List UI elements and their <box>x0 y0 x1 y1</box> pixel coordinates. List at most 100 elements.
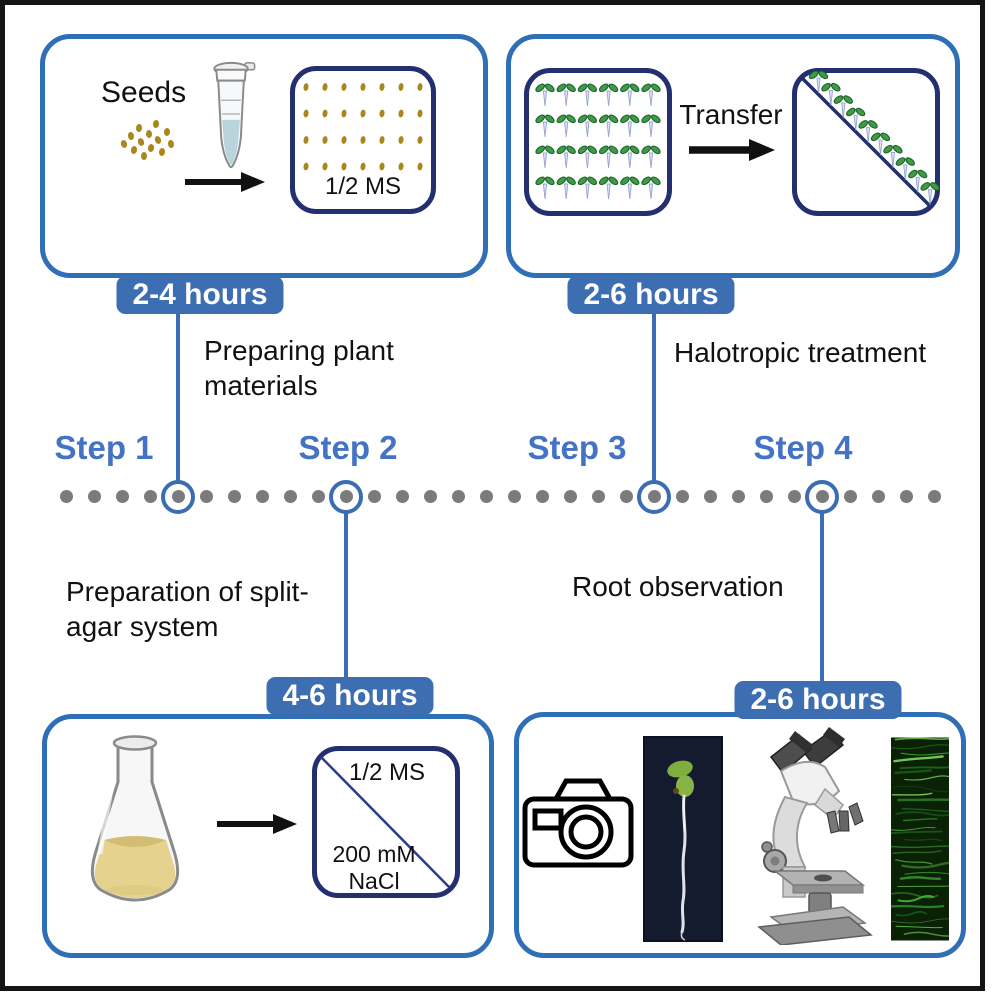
seed-dot <box>322 83 328 91</box>
seed-dot <box>303 109 309 118</box>
timeline-dot <box>60 490 73 503</box>
seedling-icon <box>576 144 599 169</box>
fluorescence-streak <box>893 785 949 793</box>
seed-dot <box>417 83 423 91</box>
seed-dot <box>145 130 153 138</box>
duration-badge-step3: 2-6 hours <box>567 276 735 314</box>
split-plate-bottom-label: 200 mM NaCl <box>319 841 429 895</box>
seedling-icon <box>555 113 578 138</box>
seed-dot <box>130 146 138 154</box>
timeline-step-marker <box>161 480 195 514</box>
seedling-icon <box>640 175 662 200</box>
fluorescence-streak <box>891 830 943 835</box>
seed-dot <box>360 83 366 91</box>
seed-dot <box>127 132 135 140</box>
fluorescence-streak <box>902 818 938 822</box>
seedling-icon <box>534 82 556 107</box>
connector-step3 <box>652 313 656 481</box>
connector-step1 <box>176 313 180 481</box>
seedling-icon <box>597 82 620 107</box>
seed-dot <box>120 140 128 148</box>
fluorescence-streak <box>899 876 942 880</box>
seedling-icon <box>576 82 599 107</box>
fluorescence-streak <box>895 859 933 865</box>
seedling-icon <box>534 113 556 138</box>
seedling-icon <box>597 113 620 138</box>
seed-dot <box>417 136 423 144</box>
fluorescence-streak <box>891 918 949 924</box>
step3-description: Halotropic treatment <box>674 337 927 368</box>
seedling-icon <box>640 113 662 138</box>
fluorescence-streak <box>901 808 949 813</box>
timeline-dot <box>788 490 801 503</box>
fluorescence-streak <box>891 826 936 831</box>
step1-description-line2: materials <box>204 370 318 401</box>
seedling-icon <box>555 144 578 169</box>
fluorescence-streak <box>891 845 949 849</box>
seed-dot <box>379 83 385 91</box>
seed-dot <box>140 152 148 160</box>
timeline-step-marker <box>329 480 363 514</box>
timeline-dot <box>536 490 549 503</box>
seed-dot <box>163 128 171 136</box>
fluorescence-image <box>891 737 949 941</box>
seedling-icon <box>618 113 641 138</box>
timeline-dot <box>116 490 129 503</box>
fluorescence-streak <box>895 911 927 917</box>
step2-label: Step 2 <box>298 429 398 466</box>
seedling-icon <box>640 144 662 169</box>
seeds-label: Seeds <box>101 76 187 109</box>
seed-dot <box>341 109 347 118</box>
seed-dot <box>167 140 175 148</box>
seed-dot <box>360 136 366 144</box>
fluorescence-streak <box>904 838 943 842</box>
split-diagonal-line <box>320 756 450 888</box>
seedling-icon <box>597 144 620 169</box>
split-agar-plate: 1/2 MS 200 mM NaCl <box>312 746 460 898</box>
timeline-dot <box>844 490 857 503</box>
seed-dot <box>137 138 145 146</box>
timeline-dot <box>228 490 241 503</box>
camera-icon <box>522 778 634 868</box>
fluorescence-streak <box>903 931 949 937</box>
arrow-icon <box>217 814 297 834</box>
timeline-dot <box>256 490 269 503</box>
fluorescence-streak <box>900 752 949 756</box>
step1-description-line1: Preparing plant <box>204 335 394 366</box>
split-plate-top-label: 1/2 MS <box>348 759 426 786</box>
fluorescence-streak <box>892 850 942 855</box>
seedling-icon <box>618 82 641 107</box>
fluorescence-streak <box>901 861 949 869</box>
split-plate-bottom-line1: 200 mM <box>332 841 416 867</box>
seedling-icon <box>640 82 662 107</box>
petri-plate-half-ms: 1/2 MS <box>290 66 436 214</box>
seed-dot <box>417 109 423 118</box>
seedling-icon <box>555 82 578 107</box>
step2-description: Preparation of split- agar system <box>66 574 309 644</box>
diagonal-seedling-graphic <box>800 69 942 208</box>
seed-dot <box>360 162 366 171</box>
seed-dot <box>303 83 309 91</box>
fluorescence-streak <box>899 766 949 770</box>
seedling-plate <box>524 68 672 216</box>
seed-dot <box>417 162 423 171</box>
seed-dot <box>322 109 328 118</box>
connector-step4 <box>820 513 824 682</box>
fluorescence-streak <box>904 871 949 875</box>
timeline-dot <box>284 490 297 503</box>
seedling-icon <box>534 144 556 169</box>
seed-dot <box>341 136 347 144</box>
seed-dot <box>147 144 155 152</box>
diagonal-seedling-plate <box>792 68 942 216</box>
timeline-dot <box>900 490 913 503</box>
connector-step2 <box>344 513 348 678</box>
erlenmeyer-flask-icon <box>90 735 180 902</box>
seed-dot <box>398 136 404 144</box>
seed-dot <box>322 136 328 144</box>
seed-grid <box>303 83 423 171</box>
timeline-dot <box>144 490 157 503</box>
fluorescence-streak <box>897 885 949 888</box>
fluorescence-streak <box>897 798 949 802</box>
